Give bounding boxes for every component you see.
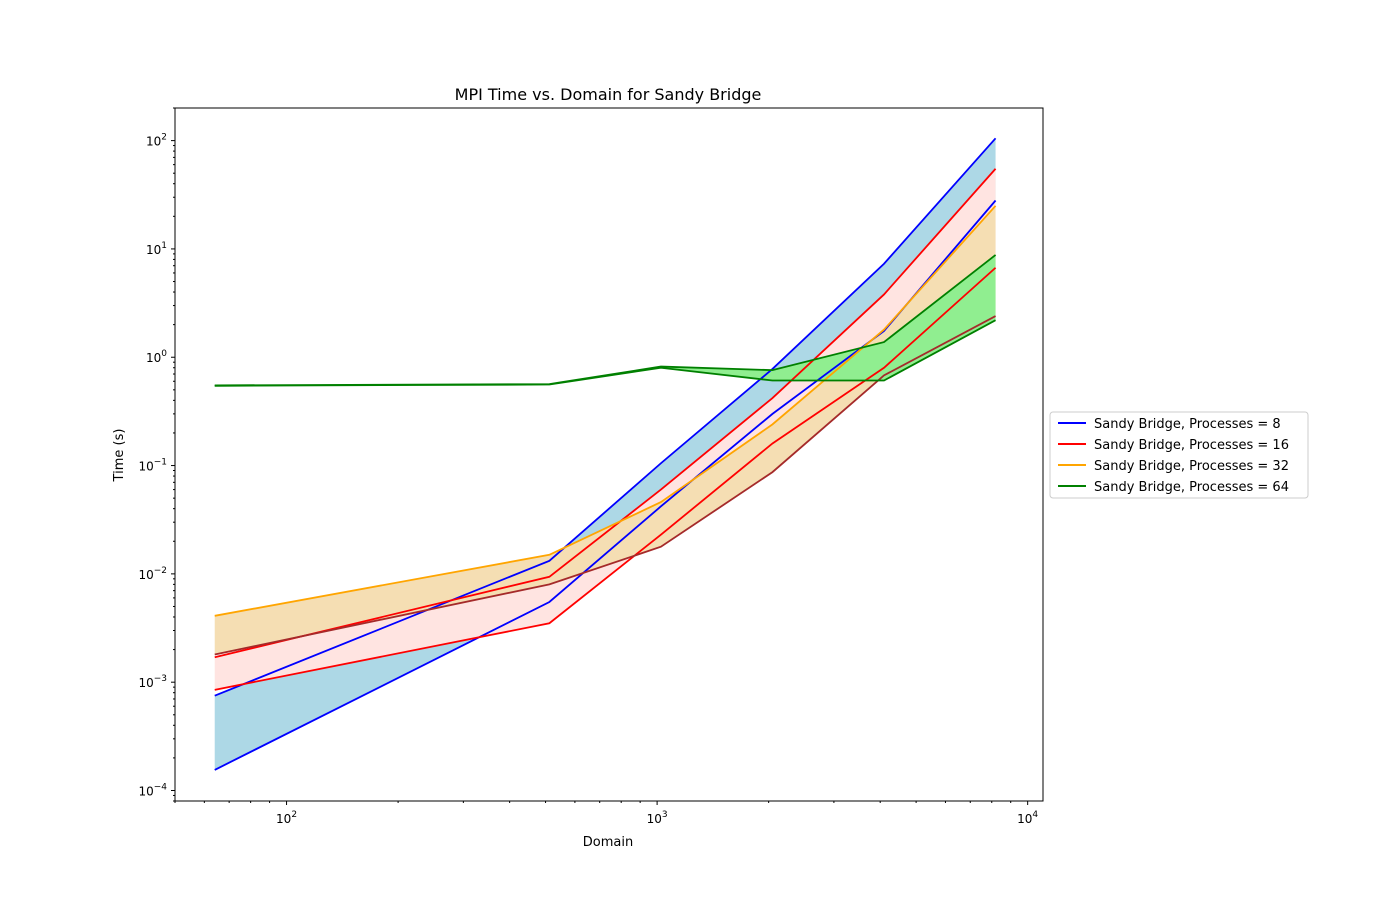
y-tick-label: 102: [146, 133, 167, 149]
x-tick-label: 104: [1017, 810, 1038, 826]
series-lines: [214, 137, 997, 771]
y-axis-label: Time (s): [112, 429, 127, 483]
plot-frame: [174, 107, 1044, 802]
series-2-upper-line: [214, 205, 997, 617]
y-tick-label: 10−4: [138, 783, 167, 799]
legend-box: [1049, 411, 1309, 499]
legend-entry: Sandy Bridge, Processes = 64: [1094, 480, 1289, 495]
y-tick-label: 100: [146, 349, 167, 365]
series-2-lower-line: [214, 315, 996, 656]
y-tick-label: 10−2: [138, 566, 167, 582]
series-0-band: [214, 138, 996, 770]
x-axis-label: Domain: [583, 835, 633, 850]
series-1-upper-line: [214, 168, 997, 659]
series-3-lower-line: [214, 319, 996, 387]
y-tick-label: 101: [146, 241, 167, 257]
series-fills: [214, 138, 996, 770]
x-axis: 102 103 104: [174, 801, 1038, 826]
chart-title: MPI Time vs. Domain for Sandy Bridge: [455, 85, 762, 104]
x-tick-label: 102: [276, 810, 297, 826]
x-tick-label: 103: [647, 810, 668, 826]
series-0-upper-line: [214, 137, 997, 697]
legend-entry: Sandy Bridge, Processes = 32: [1094, 459, 1289, 474]
legend-entry: Sandy Bridge, Processes = 16: [1094, 438, 1289, 453]
y-axis: 10−4 10−3 10−2 10−1 100 101 102: [138, 107, 175, 802]
series-1-lower-line: [214, 267, 997, 691]
legend: Sandy Bridge, Processes = 8 Sandy Bridge,…: [1049, 411, 1309, 499]
legend-entry: Sandy Bridge, Processes = 8: [1094, 417, 1281, 432]
y-tick-label: 10−1: [138, 458, 167, 474]
y-tick-label: 10−3: [138, 674, 167, 690]
